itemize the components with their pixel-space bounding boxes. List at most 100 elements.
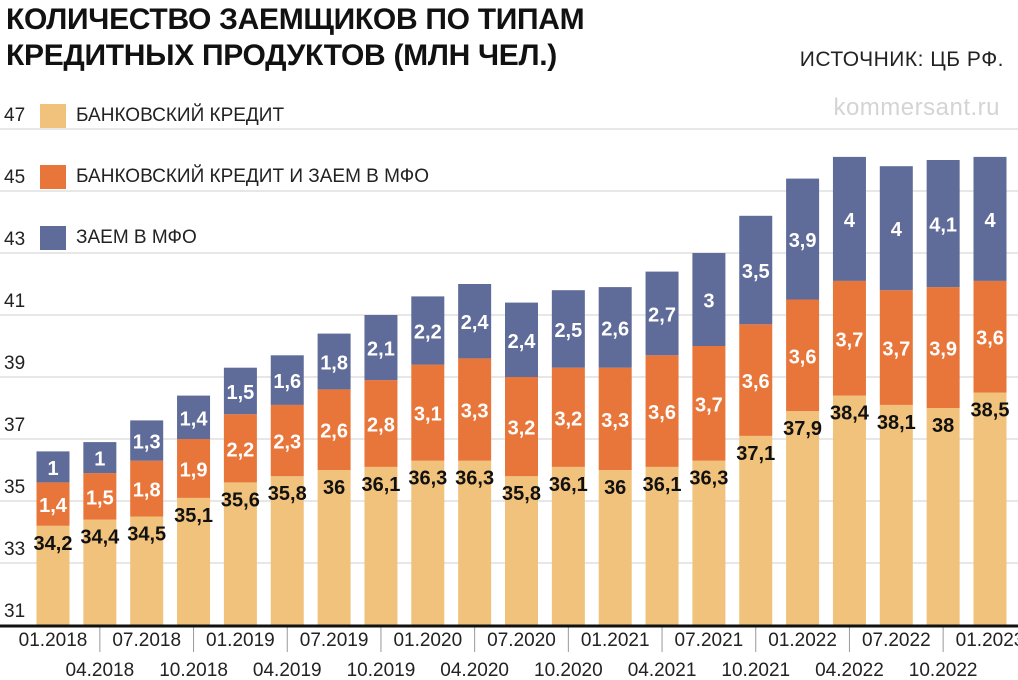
- bar-segment: [739, 215, 773, 325]
- bar-segment: [645, 271, 679, 356]
- x-tick-label: 04.2019: [253, 660, 322, 680]
- data-label: 36: [604, 477, 626, 499]
- bar-segment: [458, 284, 492, 359]
- x-tick-label: 07.2022: [862, 630, 931, 651]
- bar-segment: [692, 253, 726, 346]
- title-line-1: КОЛИЧЕСТВО ЗАЕМЩИКОВ ПО ТИПАМ: [6, 3, 585, 36]
- data-label: 2,6: [601, 318, 629, 340]
- bar-segment: [364, 315, 398, 381]
- bar-segment: [177, 439, 211, 498]
- bar-segment: [317, 333, 351, 390]
- data-label: 2,4: [461, 312, 490, 334]
- bar-segment: [83, 519, 117, 625]
- data-label: 3,6: [789, 346, 817, 368]
- data-label: 3,7: [695, 394, 723, 416]
- bar-segment: [177, 497, 211, 625]
- bar-segment: [270, 476, 304, 625]
- y-tick-label: 33: [4, 539, 25, 560]
- data-label: 3,5: [742, 261, 770, 283]
- bar-segment: [551, 466, 585, 625]
- data-label: 4: [984, 210, 996, 232]
- data-label: 3,2: [508, 418, 536, 440]
- bar-segment: [598, 367, 632, 470]
- bar-segment: [739, 324, 773, 436]
- bar-segment: [270, 404, 304, 477]
- x-tick-label: 01.2021: [581, 630, 650, 651]
- y-tick-label: 37: [4, 415, 25, 436]
- data-label: 38,1: [877, 412, 916, 434]
- bar-segment: [926, 160, 960, 288]
- bar-segment: [786, 299, 820, 412]
- bar-segment: [223, 414, 257, 483]
- data-label: 4,1: [929, 215, 957, 237]
- data-label: 35,6: [221, 489, 260, 511]
- bar-segment: [411, 296, 445, 365]
- data-label: 2,2: [414, 322, 442, 344]
- data-label: 35,1: [174, 505, 213, 527]
- bar-segment: [505, 476, 538, 625]
- data-label: 35,8: [268, 483, 307, 505]
- legend-swatch: [40, 226, 66, 250]
- data-label: 36,1: [549, 474, 588, 496]
- x-tick-label: 01.2023: [956, 630, 1018, 651]
- bar-segment: [223, 367, 257, 415]
- bar-segment: [879, 166, 913, 291]
- x-tick-label: 04.2020: [440, 660, 509, 680]
- bar-segment: [411, 460, 445, 625]
- x-tick-label: 01.2019: [206, 630, 275, 651]
- bar-segment: [317, 389, 351, 470]
- y-tick-label: 45: [4, 167, 25, 188]
- data-label: 3,6: [976, 328, 1004, 350]
- legend-item-bank-credit: БАНКОВСКИЙ КРЕДИТ: [40, 104, 284, 128]
- bar-segment: [130, 420, 164, 461]
- data-label: 3,7: [882, 339, 910, 361]
- bar-segment: [645, 355, 679, 467]
- y-tick-label: 39: [4, 353, 25, 374]
- data-label: 1,9: [180, 459, 208, 481]
- bar-segment: [551, 290, 585, 368]
- legend-item-bank-credit-and-mfo: БАНКОВСКИЙ КРЕДИТ И ЗАЕМ В МФО: [40, 165, 429, 189]
- bar-segment: [364, 380, 398, 467]
- y-tick-label: 35: [4, 477, 25, 498]
- data-label: 36,1: [361, 474, 400, 496]
- x-tick-label: 01.2020: [393, 630, 462, 651]
- data-label: 2,4: [508, 331, 537, 353]
- data-label: 3,9: [929, 339, 957, 361]
- x-tick-label: 07.2020: [487, 630, 556, 651]
- data-label: 35,8: [502, 483, 541, 505]
- bar-segment: [786, 178, 820, 300]
- bar-segment: [130, 516, 164, 625]
- data-label: 4: [844, 210, 856, 232]
- x-tick-label: 07.2018: [112, 630, 181, 651]
- bar-segment: [36, 451, 70, 483]
- x-tick-label: 10.2019: [347, 660, 416, 680]
- data-label: 38: [932, 415, 954, 437]
- data-label: 1,8: [320, 353, 348, 375]
- data-label: 3,1: [414, 404, 442, 426]
- data-label: 2,2: [226, 439, 254, 461]
- data-label: 2,7: [648, 304, 676, 326]
- legend-item-mfo-loan: ЗАЕМ В МФО: [40, 226, 197, 250]
- data-label: 1,6: [273, 371, 301, 393]
- data-label: 1,5: [86, 487, 114, 509]
- data-label: 36: [323, 477, 345, 499]
- data-label: 3,2: [554, 408, 582, 430]
- bar-segment: [270, 355, 304, 405]
- x-tick-label: 07.2021: [675, 630, 744, 651]
- data-label: 36,3: [689, 468, 728, 490]
- chart-title: КОЛИЧЕСТВО ЗАЕМЩИКОВ ПО ТИПАМ КРЕДИТНЫХ …: [6, 2, 585, 74]
- legend-label: БАНКОВСКИЙ КРЕДИТ И ЗАЕМ В МФО: [76, 166, 429, 187]
- legend-label: ЗАЕМ В МФО: [76, 227, 197, 248]
- data-label: 34,5: [127, 524, 166, 546]
- data-label: 36,1: [643, 474, 682, 496]
- bar-segment: [36, 525, 70, 625]
- bar-segment: [36, 482, 70, 526]
- data-label: 38,5: [971, 400, 1010, 422]
- bar-segment: [973, 392, 1007, 625]
- bar-segment: [177, 395, 211, 439]
- source-note: ИСТОЧНИК: ЦБ РФ.: [799, 48, 1004, 71]
- data-label: 3,3: [461, 401, 489, 423]
- data-label: 1: [94, 449, 105, 471]
- data-label: 1,5: [226, 382, 254, 404]
